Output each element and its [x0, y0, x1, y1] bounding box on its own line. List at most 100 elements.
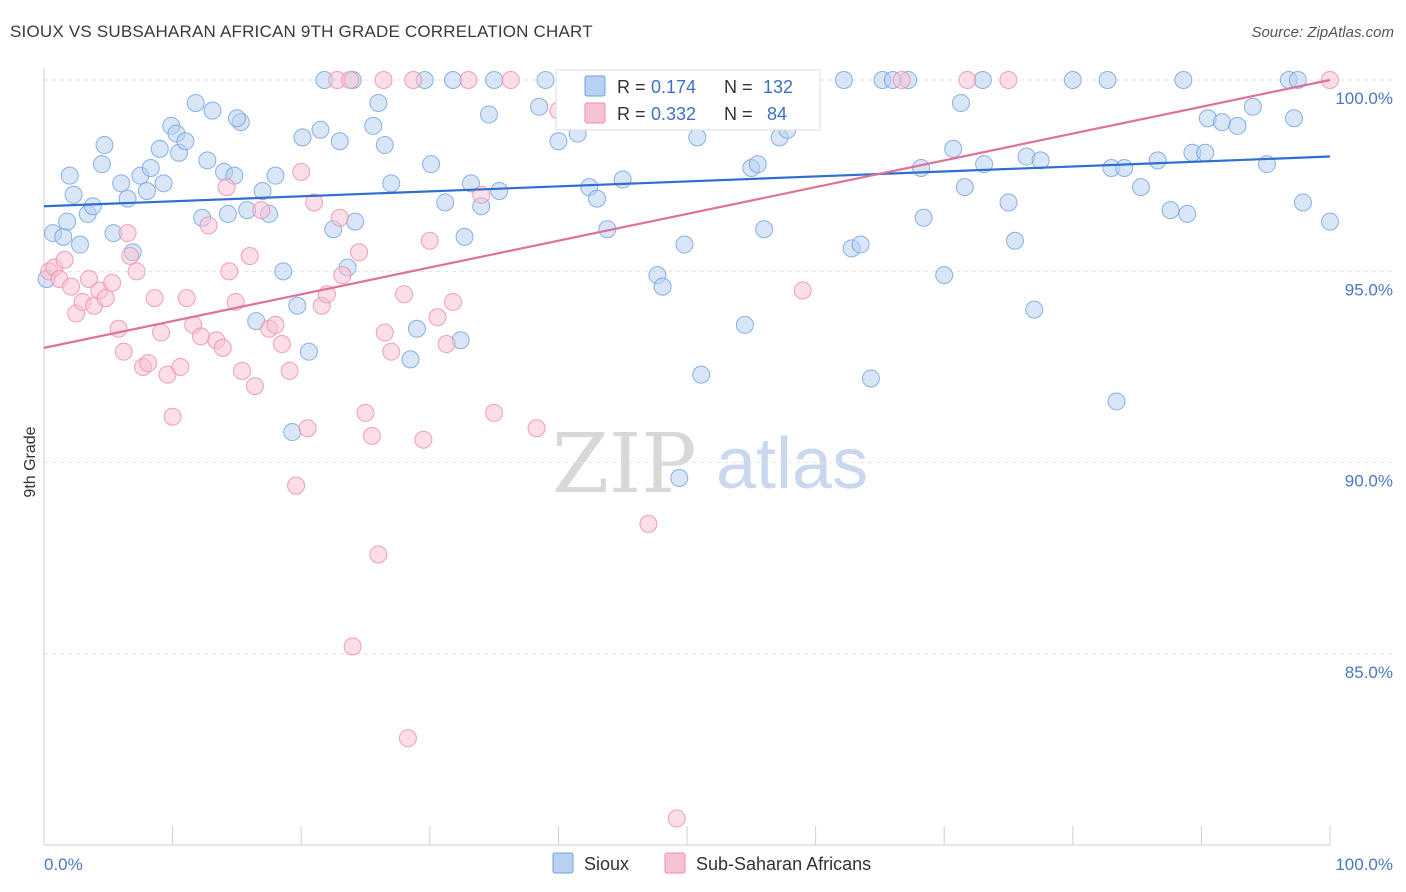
subsaharan-point: [292, 162, 311, 181]
subsaharan-point: [217, 178, 236, 197]
sioux-point: [485, 71, 504, 89]
subsaharan-point: [667, 809, 686, 828]
sioux-point: [274, 262, 293, 281]
subsaharan-point: [152, 323, 171, 342]
sioux-point: [118, 189, 137, 208]
x-tick-label: 0.0%: [44, 855, 83, 874]
sioux-point: [436, 193, 455, 212]
sioux-point: [311, 120, 330, 139]
sioux-point: [1031, 151, 1050, 170]
x-tick-label: 100.0%: [1335, 855, 1393, 874]
sioux-point: [422, 155, 441, 174]
sioux-point: [1098, 71, 1117, 89]
sioux-point: [975, 155, 994, 174]
subsaharan-point: [272, 335, 291, 354]
sioux-point: [587, 189, 606, 208]
subsaharan-point: [420, 231, 439, 250]
subsaharan-point: [96, 289, 115, 308]
subsaharan-point: [118, 224, 137, 243]
subsaharan-point: [395, 285, 414, 304]
series-subsaharan: [40, 71, 1339, 828]
sioux-point: [1288, 71, 1307, 89]
legend-label-sioux: Sioux: [584, 854, 629, 874]
sioux-point: [1284, 109, 1303, 128]
y-tick-label: 100.0%: [1335, 89, 1393, 108]
subsaharan-point: [199, 216, 218, 235]
legend-swatch-sioux: [552, 852, 574, 874]
sioux-point: [64, 185, 83, 204]
axes: 85.0% 90.0% 95.0% 100.0% 0.0% 100.0%: [43, 68, 1393, 874]
subsaharan-point: [369, 545, 388, 564]
y-tick-label: 95.0%: [1345, 280, 1393, 299]
sioux-point: [935, 266, 954, 285]
sioux-point: [364, 116, 383, 135]
subsaharan-point: [62, 277, 81, 296]
watermark: ZIP atlas: [552, 417, 868, 512]
sioux-point: [755, 220, 774, 239]
sioux-point: [455, 227, 474, 246]
subsaharan-point: [892, 71, 911, 89]
sioux-point: [1228, 116, 1247, 135]
sioux-point: [346, 212, 365, 231]
trend-line-subsaharan: [43, 78, 1331, 349]
sioux-point: [369, 93, 388, 112]
subsaharan-point: [350, 243, 369, 262]
sioux-point: [92, 155, 111, 174]
stats-r-value-subsaharan: 0.332: [651, 104, 696, 124]
subsaharan-point: [375, 323, 394, 342]
subsaharan-point: [341, 71, 360, 89]
subsaharan-point: [639, 514, 658, 533]
subsaharan-point: [80, 269, 99, 288]
stats-r-label-sioux: R =: [617, 77, 646, 97]
sioux-point: [1148, 151, 1167, 170]
sioux-point: [1005, 231, 1024, 250]
subsaharan-point: [362, 426, 381, 445]
sioux-point: [198, 151, 217, 170]
sioux-point: [944, 139, 963, 158]
sioux-point: [218, 204, 237, 223]
sioux-point: [1115, 159, 1134, 178]
sioux-point: [1321, 212, 1339, 231]
chart-title: SIOUX VS SUBSAHARAN AFRICAN 9TH GRADE CO…: [10, 22, 593, 41]
sioux-point: [375, 136, 394, 155]
subsaharan-point: [121, 247, 140, 266]
subsaharan-point: [414, 430, 433, 449]
sioux-point: [253, 181, 272, 200]
sioux-point: [675, 235, 694, 254]
subsaharan-point: [127, 262, 146, 281]
subsaharan-point: [55, 250, 74, 269]
sioux-point: [549, 132, 568, 151]
sioux-point: [653, 277, 672, 296]
subsaharan-point: [382, 342, 401, 361]
subsaharan-point: [280, 361, 299, 380]
subsaharan-point: [443, 292, 462, 311]
stats-n-label-sioux: N =: [724, 77, 753, 97]
subsaharan-point: [145, 289, 164, 308]
watermark-zip: ZIP: [552, 417, 697, 512]
sioux-point: [955, 178, 974, 197]
sioux-point: [83, 197, 102, 216]
subsaharan-point: [252, 201, 271, 220]
subsaharan-point: [233, 361, 252, 380]
sioux-point: [283, 423, 302, 442]
subsaharan-point: [305, 193, 324, 212]
sioux-point: [299, 342, 318, 361]
subsaharan-point: [103, 273, 122, 292]
subsaharan-point: [374, 71, 393, 89]
sioux-point: [137, 181, 156, 200]
sioux-point: [613, 170, 632, 189]
sioux-point: [1196, 143, 1215, 162]
sioux-point: [1243, 97, 1262, 116]
sioux-point: [1025, 300, 1044, 319]
subsaharan-point: [958, 71, 977, 89]
subsaharan-point: [213, 338, 232, 357]
y-axis-title: 9th Grade: [22, 426, 39, 497]
sioux-point: [203, 101, 222, 120]
sioux-point: [851, 235, 870, 254]
subsaharan-point: [163, 407, 182, 426]
subsaharan-point: [527, 419, 546, 438]
subsaharan-point: [999, 71, 1018, 89]
sioux-point: [688, 128, 707, 147]
sioux-point: [58, 212, 77, 231]
